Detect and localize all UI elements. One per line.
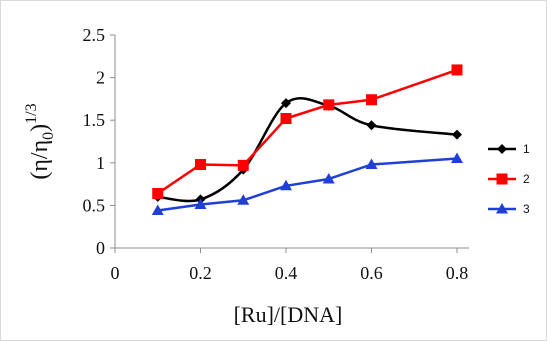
series-3-point <box>322 172 335 184</box>
y-axis-title-text: (η/η0)1/3 <box>23 103 57 179</box>
series-1-point <box>452 129 462 140</box>
series-2-point <box>237 159 249 171</box>
x-tick-label: 0 <box>111 263 120 283</box>
series-3 <box>151 152 463 216</box>
legend-item-2: 2 <box>488 172 530 186</box>
y-tick-label: 0 <box>96 238 105 258</box>
series-2-point <box>195 159 206 171</box>
y-axis-title-superscript: 1/3 <box>23 103 40 123</box>
series-3-point <box>237 194 250 205</box>
legend-item-1: 1 <box>488 142 530 156</box>
series-2-point <box>451 64 463 76</box>
x-tick-label: 0.6 <box>360 263 383 283</box>
series-2-point <box>323 99 335 111</box>
legend-label: 3 <box>523 202 530 216</box>
series-2-point <box>366 94 377 106</box>
y-tick-label: 2 <box>96 68 105 88</box>
legend-swatch-marker <box>497 144 507 154</box>
legend-swatch-marker <box>496 173 508 185</box>
series-1-point <box>366 120 377 131</box>
series-2-point <box>280 112 292 124</box>
y-tick-label: 2.5 <box>83 25 106 45</box>
y-axis-title-main: (η/η <box>27 140 53 180</box>
y-axis-title: (η/η0)1/3 <box>23 103 57 179</box>
series-3-point <box>194 198 207 210</box>
series-3-point <box>365 158 378 170</box>
legend-label: 1 <box>523 142 530 156</box>
series-3-point <box>280 179 292 191</box>
legend-item-3: 3 <box>488 202 530 216</box>
y-tick-label: 0.5 <box>83 195 106 215</box>
legend-label: 2 <box>523 172 530 186</box>
x-tick-label: 0.2 <box>189 263 212 283</box>
legend-swatch-marker <box>496 203 508 214</box>
y-axis-title-subscript: 0 <box>40 132 57 140</box>
x-axis-title: [Ru]/[DNA] <box>234 302 343 327</box>
series-2-point <box>152 187 164 199</box>
series-3-point <box>151 204 164 216</box>
series-1-point <box>281 98 291 109</box>
series-2 <box>152 64 463 199</box>
y-tick-label: 1 <box>96 153 105 173</box>
x-tick-label: 0.4 <box>275 263 298 283</box>
y-axis-title-close: ) <box>27 124 53 132</box>
y-tick-label: 1.5 <box>83 110 106 130</box>
x-tick-label: 0.8 <box>446 263 469 283</box>
series-3-point <box>451 152 463 164</box>
